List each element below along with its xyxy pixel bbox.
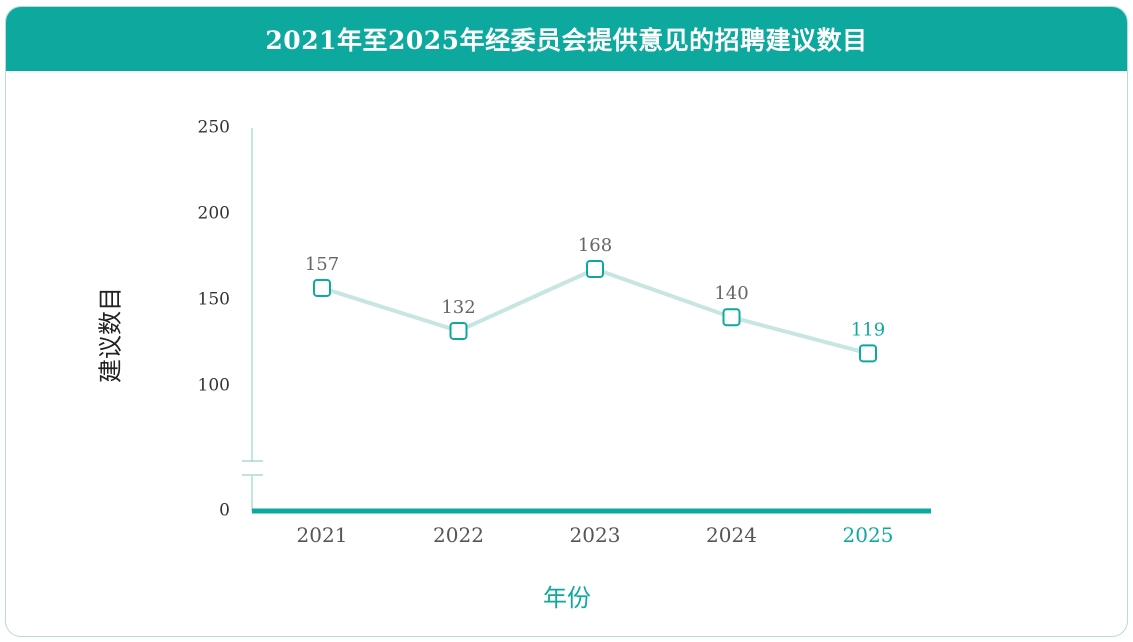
data-point-marker: [722, 308, 741, 327]
x-axis-label: 年份: [543, 584, 591, 612]
y-tick-label: 200: [198, 204, 230, 224]
y-tick-label: 100: [198, 376, 230, 396]
data-point-marker: [859, 344, 877, 363]
data-label: 168: [578, 235, 612, 256]
data-point-marker: [313, 278, 331, 297]
x-tick-label: 2023: [570, 523, 621, 547]
series-line: [321, 267, 869, 356]
data-point-marker: [586, 260, 604, 279]
y-tick-label: 150: [198, 290, 230, 310]
data-label: 119: [851, 319, 885, 340]
data-point-marker: [449, 321, 468, 340]
data-label: 157: [305, 254, 339, 275]
y-axis-label: 建议数目: [97, 287, 125, 383]
x-tick-label: 2025: [843, 523, 894, 547]
x-tick-label: 2024: [706, 523, 757, 547]
x-tick-label: 2021: [297, 523, 348, 547]
chart-card: 2021年至2025年经委员会提供意见的招聘建议数目: [5, 6, 1128, 637]
chart-title: 2021年至2025年经委员会提供意见的招聘建议数目: [6, 7, 1127, 71]
data-label: 140: [714, 283, 748, 304]
data-label: 132: [441, 297, 475, 318]
x-tick-label: 2022: [433, 523, 484, 547]
y-tick-label: 0: [219, 501, 230, 521]
y-tick-label: 250: [198, 118, 230, 138]
